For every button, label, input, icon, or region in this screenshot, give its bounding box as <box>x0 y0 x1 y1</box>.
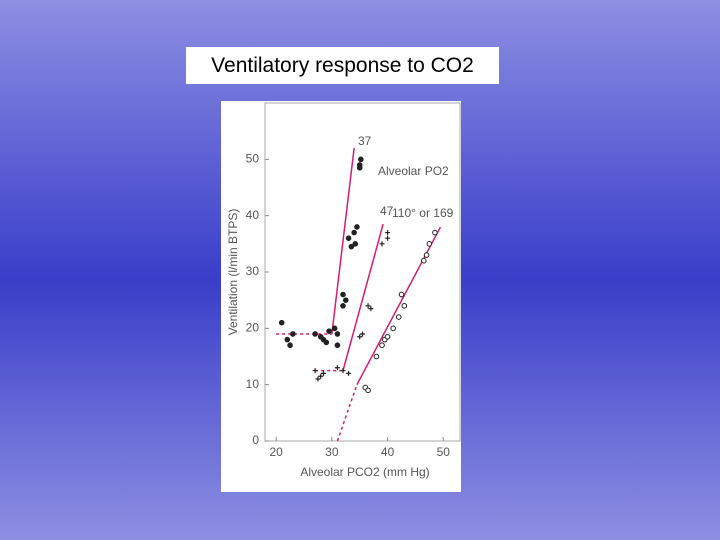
y-tick-label: 40 <box>246 208 260 222</box>
x-tick-label: 20 <box>269 445 283 459</box>
data-point <box>395 314 402 320</box>
data-point <box>284 336 291 343</box>
data-point <box>385 230 391 236</box>
data-point <box>312 368 318 374</box>
data-point <box>420 257 427 264</box>
data-point <box>348 243 355 250</box>
data-point <box>401 303 408 309</box>
data-point <box>340 368 346 374</box>
fit-line-dashed <box>336 384 358 442</box>
chart-panel <box>221 101 461 492</box>
data-point <box>426 241 433 247</box>
data-point <box>351 229 357 236</box>
data-point <box>365 387 371 394</box>
fit-line <box>331 147 355 335</box>
data-point <box>318 373 324 379</box>
data-point <box>373 353 380 360</box>
y-axis-label: Ventilation (l/min BTPS) <box>226 209 240 336</box>
y-tick-label: 0 <box>252 433 259 447</box>
data-point <box>354 224 360 230</box>
data-point <box>398 291 405 298</box>
data-point <box>278 319 285 326</box>
data-point <box>326 328 332 334</box>
x-tick-label: 40 <box>381 445 395 459</box>
data-point <box>331 325 338 332</box>
series-label: 110° or 169 <box>392 206 454 220</box>
data-point <box>356 164 363 171</box>
data-point <box>334 331 341 337</box>
annotation: Alveolar PO2 <box>378 164 449 178</box>
data-point <box>385 235 391 241</box>
data-point <box>312 331 318 337</box>
data-point <box>345 235 352 241</box>
x-axis-label: Alveolar PCO2 (mm Hg) <box>300 465 429 479</box>
x-tick-label: 50 <box>437 445 451 459</box>
data-point <box>432 229 438 236</box>
fit-line <box>342 223 384 371</box>
data-point <box>321 370 326 376</box>
data-point <box>379 241 385 247</box>
data-point <box>352 241 359 247</box>
data-point <box>379 342 385 349</box>
y-tick-label: 10 <box>246 377 260 391</box>
y-tick-label: 30 <box>246 264 260 278</box>
y-tick-label: 50 <box>246 152 260 166</box>
data-point <box>346 370 352 376</box>
x-tick-label: 30 <box>325 445 339 459</box>
data-point <box>334 365 340 371</box>
data-point <box>323 339 330 346</box>
data-point <box>365 303 371 309</box>
data-point <box>368 306 374 312</box>
data-point <box>334 342 341 349</box>
data-point <box>315 376 321 382</box>
series-label: 37 <box>358 134 372 148</box>
y-tick-label: 20 <box>246 321 260 335</box>
slide-title: Ventilatory response to CO2 <box>186 47 499 84</box>
data-point <box>423 252 430 258</box>
data-point <box>290 331 296 337</box>
data-point <box>340 291 346 298</box>
data-point <box>360 331 365 337</box>
data-point <box>340 303 346 309</box>
data-point <box>358 156 364 163</box>
data-point <box>342 297 349 303</box>
data-point <box>390 325 396 332</box>
data-point <box>384 333 391 340</box>
data-point <box>357 334 363 340</box>
data-point <box>287 342 293 349</box>
series-label: 47 <box>380 204 394 218</box>
